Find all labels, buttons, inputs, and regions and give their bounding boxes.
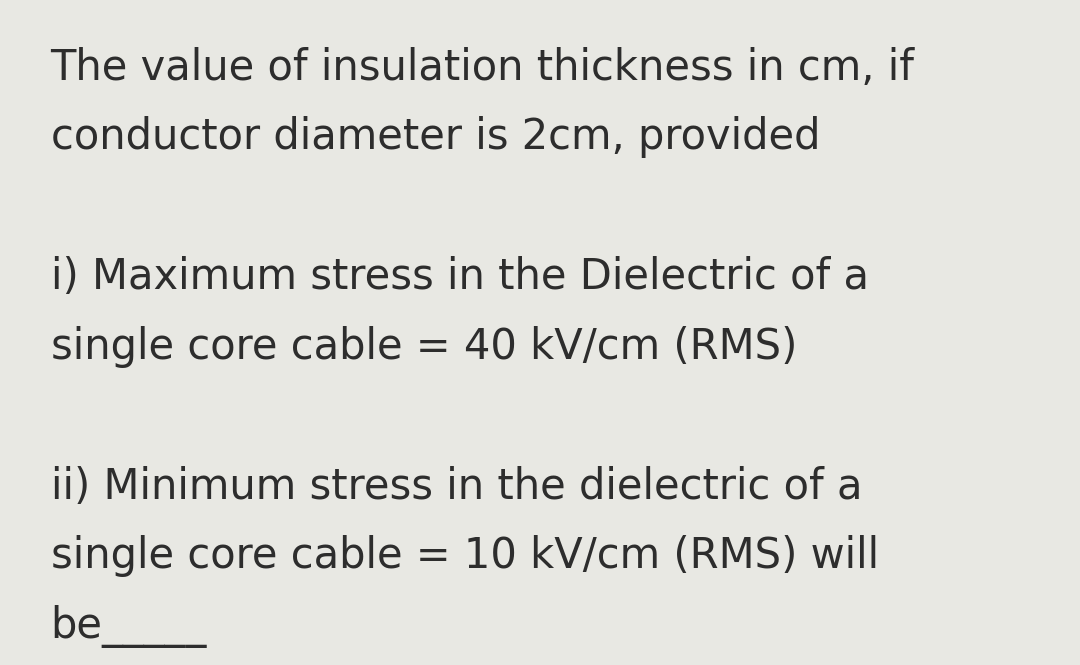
Text: conductor diameter is 2cm, provided: conductor diameter is 2cm, provided (51, 116, 820, 158)
Text: single core cable = 40 kV/cm (RMS): single core cable = 40 kV/cm (RMS) (51, 326, 797, 368)
Text: i) Maximum stress in the Dielectric of a: i) Maximum stress in the Dielectric of a (51, 256, 868, 298)
Text: ii) Minimum stress in the dielectric of a: ii) Minimum stress in the dielectric of … (51, 465, 862, 507)
Text: be_____: be_____ (51, 605, 207, 648)
Text: The value of insulation thickness in cm, if: The value of insulation thickness in cm,… (51, 47, 915, 88)
Text: single core cable = 10 kV/cm (RMS) will: single core cable = 10 kV/cm (RMS) will (51, 535, 879, 577)
